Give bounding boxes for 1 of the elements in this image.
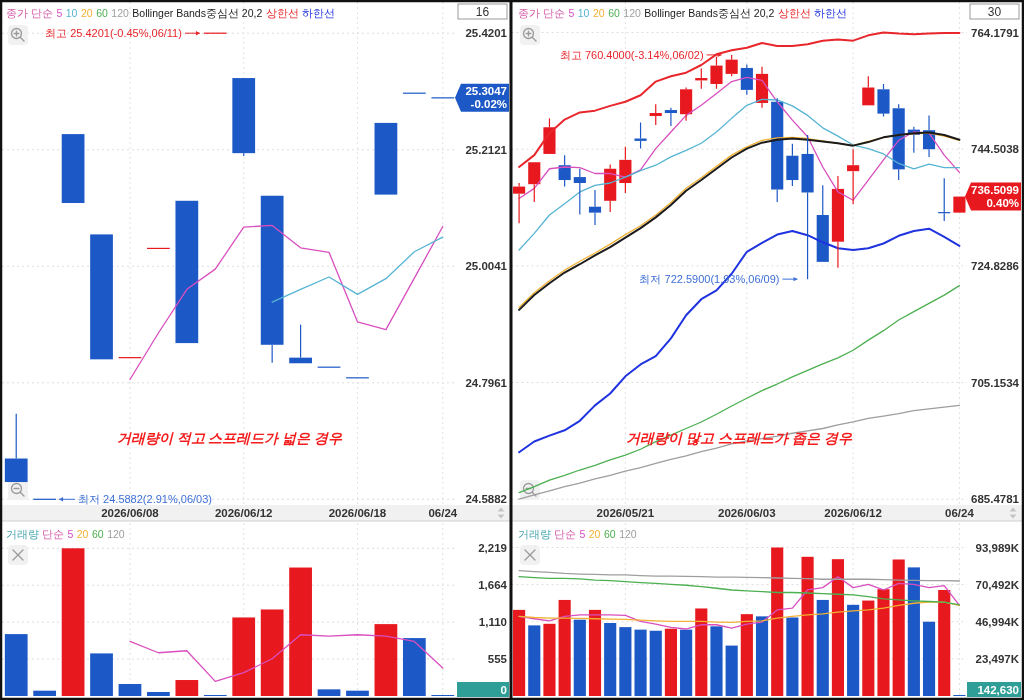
caption: 거래량이 적고 스프레드가 넓은 경우 [116,430,343,446]
